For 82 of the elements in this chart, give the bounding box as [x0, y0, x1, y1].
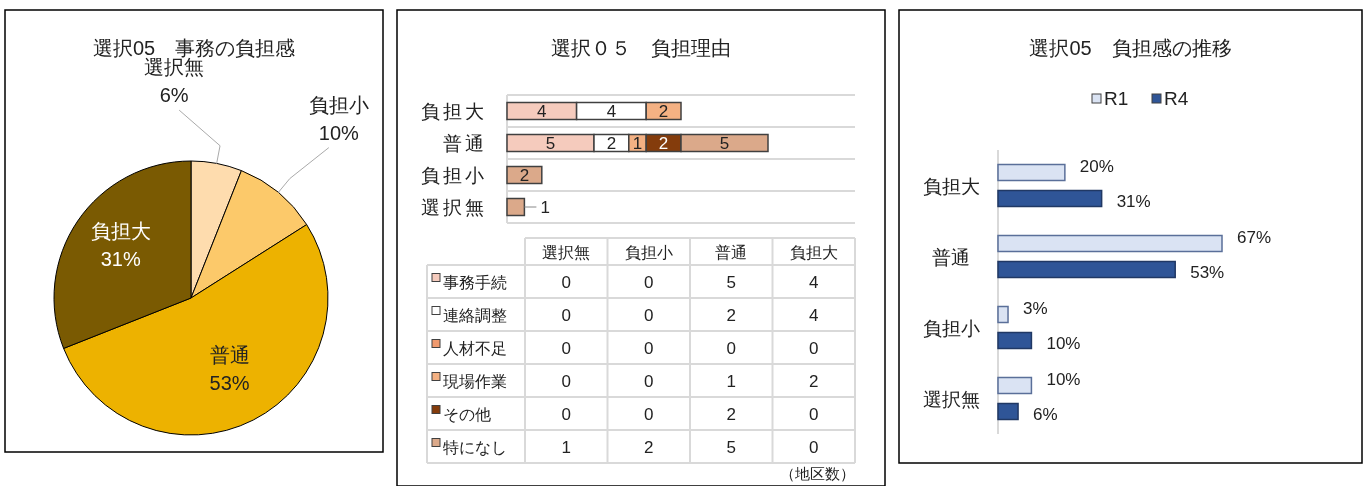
data-label: 0 — [644, 272, 654, 292]
bar — [506, 197, 526, 217]
data-label: 2 — [809, 371, 819, 391]
data-label: 1 — [561, 437, 571, 457]
data-label: 2 — [606, 134, 617, 153]
x-tick-label: 普通 — [715, 244, 748, 261]
data-label: 53% — [209, 371, 250, 394]
data-label: 0 — [809, 437, 819, 457]
text: （地区数） — [780, 465, 855, 482]
x-tick-label: 負担小 — [624, 244, 673, 261]
bar — [997, 234, 1223, 253]
x-tick-label: 負担大 — [789, 244, 838, 261]
data-label: 0 — [561, 272, 571, 292]
x-tick-label: 選択無 — [542, 244, 591, 261]
y-tick-label: 普通 — [443, 133, 487, 154]
legend-label: R1 — [1104, 88, 1129, 109]
data-label: 6% — [1033, 404, 1058, 424]
data-label: 2 — [644, 437, 654, 457]
data-label: 0 — [644, 371, 654, 391]
chart-title: 選択05 負担感の推移 — [1029, 37, 1232, 59]
data-label: 31% — [100, 248, 141, 271]
data-label: 5 — [545, 134, 556, 153]
legend-label: 事務手続 — [443, 273, 507, 291]
data-label: 0 — [561, 338, 571, 358]
bar — [997, 376, 1033, 395]
chart-title: 選択05 事務の負担感 — [92, 37, 296, 59]
legend-label: 特になし — [443, 438, 507, 456]
data-label: 6% — [159, 84, 189, 107]
data-label: 1 — [632, 134, 643, 153]
data-label: 0 — [644, 404, 654, 424]
data-label: 10% — [1046, 369, 1081, 389]
bar — [997, 402, 1019, 421]
data-label: 31% — [1116, 191, 1151, 211]
legend-label: 連絡調整 — [443, 306, 507, 324]
data-label: 4 — [537, 102, 547, 121]
y-tick-label: 選択無 — [421, 197, 487, 218]
y-tick-label: 負担小 — [922, 317, 980, 339]
data-label: 4 — [809, 305, 819, 325]
data-label: 5 — [726, 437, 736, 457]
data-label: 2 — [726, 305, 736, 325]
data-label: 5 — [726, 272, 736, 292]
data-label: 4 — [606, 102, 617, 121]
y-tick-label: 選択無 — [922, 388, 980, 410]
data-label: 2 — [658, 134, 669, 153]
data-label: 0 — [561, 305, 571, 325]
data-label: 20% — [1079, 156, 1114, 176]
data-label: 0 — [561, 371, 571, 391]
bar — [997, 331, 1033, 350]
data-label: 0 — [644, 305, 654, 325]
bar — [506, 165, 543, 185]
slice-label: 負担大 — [90, 220, 151, 243]
data-label: 1 — [726, 371, 736, 391]
bar — [997, 305, 1009, 324]
slice-label: 負担小 — [308, 93, 369, 116]
bar — [997, 163, 1066, 182]
y-tick-label: 負担大 — [421, 101, 487, 122]
y-tick-label: 負担大 — [922, 175, 980, 197]
data-label: 10% — [318, 121, 360, 144]
data-label: 2 — [519, 166, 530, 185]
slice-label: 普通 — [209, 343, 250, 366]
y-tick-label: 負担小 — [421, 165, 487, 186]
legend-label: R4 — [1164, 88, 1189, 109]
data-label: 0 — [809, 338, 819, 358]
data-label: 2 — [658, 102, 669, 121]
data-label: 2 — [726, 404, 736, 424]
data-label: 0 — [726, 338, 736, 358]
data-label: 4 — [809, 272, 819, 292]
data-label: 0 — [809, 404, 819, 424]
data-label: 53% — [1190, 262, 1225, 282]
data-label: 1 — [540, 198, 550, 217]
bar — [997, 189, 1103, 208]
data-label: 3% — [1023, 298, 1048, 318]
bar — [997, 260, 1176, 279]
chart-title: 選択０５ 負担理由 — [551, 37, 731, 59]
legend-label: その他 — [443, 405, 491, 423]
data-label: 5 — [719, 134, 730, 153]
data-label: 0 — [561, 404, 571, 424]
legend-label: 人材不足 — [443, 339, 507, 357]
data-label: 10% — [1046, 333, 1081, 353]
data-label: 67% — [1237, 227, 1272, 247]
data-label: 0 — [644, 338, 654, 358]
legend-label: 現場作業 — [443, 372, 507, 390]
